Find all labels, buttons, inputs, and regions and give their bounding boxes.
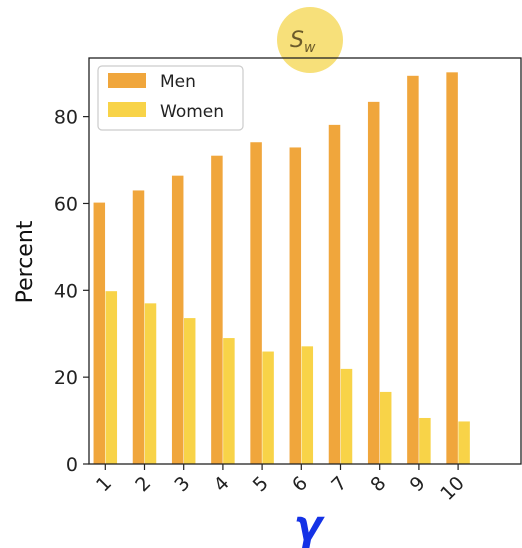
plot-frame xyxy=(88,57,522,465)
x-tick-label-2: 2 xyxy=(131,472,155,496)
y-tick-label-80: 80 xyxy=(54,107,78,129)
bar-men-6 xyxy=(289,147,302,464)
bar-men-4 xyxy=(211,155,223,464)
y-axis-label: Percent xyxy=(13,220,38,303)
x-tick-label-7: 7 xyxy=(327,472,351,496)
legend-label-men: Men xyxy=(160,72,196,92)
x-tick-label-9: 9 xyxy=(406,472,430,496)
chart-title: Sw xyxy=(290,28,316,56)
x-tick-label-10: 10 xyxy=(436,472,469,505)
title-subscript: w xyxy=(304,40,316,56)
y-tick-label-60: 60 xyxy=(54,193,78,215)
bars-group xyxy=(93,72,470,465)
bar-women-9 xyxy=(419,417,431,464)
x-tick-label-3: 3 xyxy=(170,472,194,496)
bar-men-9 xyxy=(407,75,419,465)
legend-swatch-men xyxy=(108,73,146,88)
bar-women-3 xyxy=(183,318,196,464)
y-tick-label-20: 20 xyxy=(54,367,78,389)
legend-swatch-women xyxy=(108,102,146,117)
plot-area: 0 20 40 60 80 1 2 3 4 5 6 7 8 9 10 xyxy=(54,57,522,505)
bar-men-2 xyxy=(132,190,145,464)
bar-men-3 xyxy=(171,175,184,465)
x-axis-ticks: 1 2 3 4 5 6 7 8 9 10 xyxy=(92,464,469,505)
bar-women-2 xyxy=(144,303,157,464)
title-highlight xyxy=(277,7,343,73)
x-axis-label: γ xyxy=(294,501,326,548)
bar-men-7 xyxy=(328,124,341,465)
bar-women-10 xyxy=(458,421,470,464)
bar-women-4 xyxy=(223,338,235,464)
x-tick-label-5: 5 xyxy=(249,472,273,496)
bar-women-8 xyxy=(379,391,392,464)
title-symbol: S xyxy=(290,28,304,53)
bar-men-5 xyxy=(250,142,262,465)
x-tick-label-8: 8 xyxy=(366,472,390,496)
bar-women-1 xyxy=(105,291,118,464)
x-tick-label-6: 6 xyxy=(288,472,312,496)
x-tick-label-4: 4 xyxy=(210,472,234,496)
bar-women-6 xyxy=(301,346,314,464)
y-axis-ticks: 0 20 40 60 80 xyxy=(54,107,89,476)
bar-women-5 xyxy=(262,351,274,464)
legend-label-women: Women xyxy=(160,102,224,122)
bar-men-8 xyxy=(367,101,380,465)
bar-men-10 xyxy=(446,72,458,464)
x-tick-label-1: 1 xyxy=(92,472,116,496)
y-tick-label-40: 40 xyxy=(54,280,78,302)
legend: Men Women xyxy=(97,65,244,131)
bar-women-7 xyxy=(340,368,353,464)
y-tick-label-0: 0 xyxy=(66,454,78,476)
bar-men-1 xyxy=(93,202,106,464)
